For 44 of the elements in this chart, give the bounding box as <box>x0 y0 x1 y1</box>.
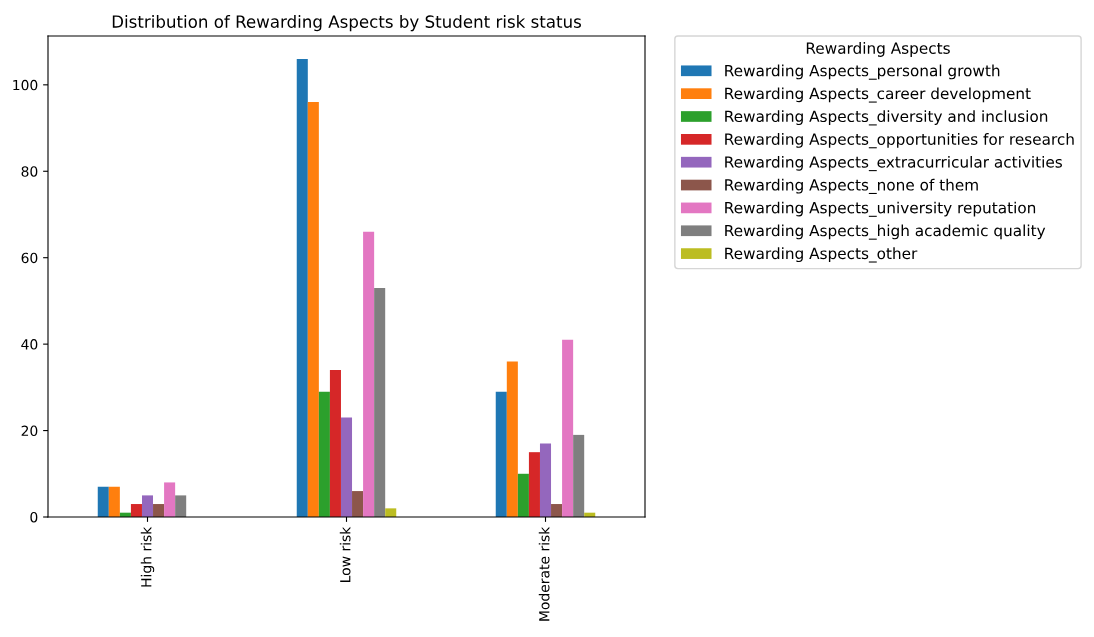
legend-title: Rewarding Aspects <box>806 42 950 57</box>
bar <box>296 58 308 517</box>
y-tick-label: 40 <box>21 339 38 350</box>
bar <box>495 391 507 517</box>
y-tick-label: 20 <box>21 425 38 437</box>
bar <box>551 504 563 517</box>
chart-title: Distribution of Rewarding Aspects by Student risk status <box>112 15 581 32</box>
legend-label: Rewarding Aspects_career development <box>725 87 1031 103</box>
bar <box>130 504 142 517</box>
bar <box>562 339 574 517</box>
legend-label: Rewarding Aspects_extracurricular activities <box>725 155 1062 172</box>
bar <box>340 417 353 517</box>
legend-label: Rewarding Aspects_high academic quality <box>725 224 1046 240</box>
bar <box>374 287 386 517</box>
x-tick-label: High risk <box>140 526 155 587</box>
bar <box>318 391 330 517</box>
bar <box>517 473 529 517</box>
bar <box>141 495 154 517</box>
bar <box>175 495 187 517</box>
legend-label: Rewarding Aspects_opportunities for research <box>725 133 1074 149</box>
bar <box>573 434 585 517</box>
y-tick-label: 0 <box>30 511 38 523</box>
x-tick-label: Moderate risk <box>538 526 550 621</box>
bar <box>385 508 397 517</box>
bar <box>363 231 375 517</box>
legend-label: Rewarding Aspects_other <box>725 247 918 263</box>
bar <box>506 361 518 517</box>
legend-label: Rewarding Aspects_diversity and inclusion <box>725 110 1048 126</box>
y-tick-label: 60 <box>21 252 38 264</box>
legend-label: Rewarding Aspects_university reputation <box>725 201 1036 217</box>
bar <box>329 370 341 517</box>
legend-label: Rewarding Aspects_personal growth <box>725 64 1000 80</box>
legend-label: Rewarding Aspects_none of them <box>725 178 978 194</box>
bar <box>164 482 176 517</box>
y-tick-label: 100 <box>13 79 38 91</box>
bar <box>528 452 540 517</box>
bar <box>153 504 165 517</box>
bar <box>352 491 364 517</box>
x-tick-label: Low risk <box>339 526 351 582</box>
bar <box>307 102 319 517</box>
bar <box>539 443 552 517</box>
bar <box>97 486 109 517</box>
y-tick-label: 80 <box>21 166 38 177</box>
bar <box>108 486 120 517</box>
